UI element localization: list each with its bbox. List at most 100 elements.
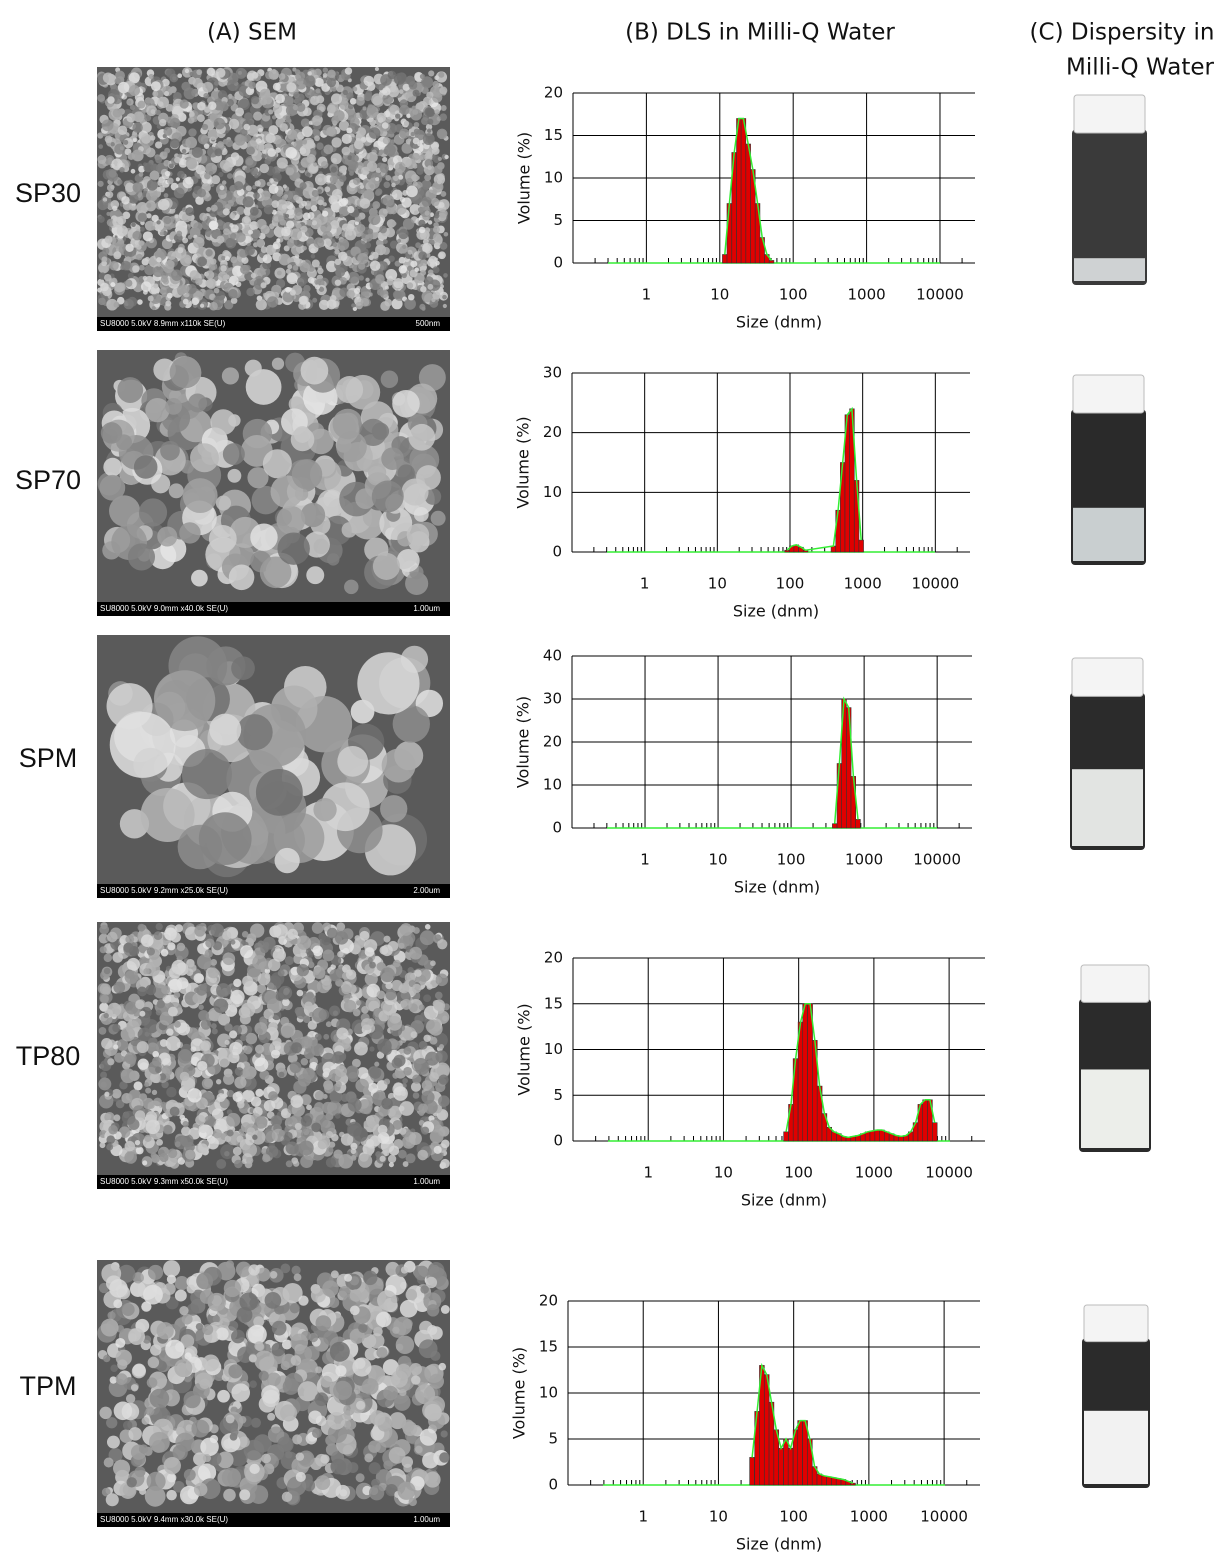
grain: [98, 298, 106, 306]
vial-liquid: [1081, 1069, 1149, 1148]
grain: [302, 139, 307, 144]
grain: [178, 1049, 192, 1063]
grain: [388, 71, 397, 80]
grain: [263, 254, 272, 263]
grain: [100, 1142, 106, 1148]
grain: [142, 1417, 150, 1425]
grain: [302, 126, 313, 137]
grain: [292, 1434, 302, 1444]
grain: [219, 101, 229, 111]
column-header: (A) SEM: [207, 20, 297, 46]
grain: [134, 455, 158, 479]
grain: [167, 293, 173, 299]
grain: [218, 271, 228, 281]
grain: [329, 969, 341, 981]
grain: [157, 1322, 174, 1339]
grain: [230, 990, 244, 1004]
grain: [290, 1061, 302, 1073]
grain: [168, 1007, 178, 1017]
grain: [360, 185, 364, 189]
grain: [401, 197, 411, 207]
grain: [149, 1432, 170, 1453]
grain: [183, 299, 189, 305]
grain: [291, 1355, 302, 1366]
grain: [426, 108, 435, 117]
grain: [241, 1003, 255, 1017]
grain: [315, 1366, 322, 1373]
grain: [279, 123, 288, 132]
grain: [396, 1364, 411, 1379]
grain: [157, 1000, 165, 1008]
grain: [249, 1464, 259, 1474]
grain: [419, 1339, 438, 1358]
grain: [299, 296, 308, 305]
grain: [261, 225, 270, 234]
grain: [260, 164, 270, 174]
grain: [208, 968, 219, 979]
grain: [175, 1141, 181, 1147]
grain: [109, 261, 118, 270]
sem-scale: 500nm: [416, 319, 441, 328]
grain: [301, 226, 308, 233]
sem-caption: SU8000 5.0kV 9.0mm x40.0k SE(U): [100, 604, 228, 613]
grain: [343, 90, 348, 95]
grain: [294, 426, 311, 443]
grain: [127, 958, 140, 971]
grain: [337, 746, 368, 777]
grain: [226, 1260, 234, 1268]
grain: [314, 135, 320, 141]
grain: [120, 146, 124, 150]
grain: [112, 206, 117, 211]
grain: [98, 144, 103, 149]
sem-scale: 1.00um: [413, 1515, 440, 1524]
grain: [427, 1325, 437, 1335]
grain: [146, 148, 156, 158]
grain: [225, 256, 230, 261]
grain: [189, 111, 195, 117]
grain: [224, 1023, 232, 1031]
grain: [387, 1269, 394, 1276]
grain: [342, 134, 352, 144]
grain: [339, 214, 343, 218]
grain: [163, 127, 172, 136]
grain: [152, 306, 156, 310]
grain: [441, 1140, 450, 1149]
grain: [174, 992, 181, 999]
grain: [269, 223, 275, 229]
grain: [353, 1009, 361, 1017]
grain: [216, 983, 230, 997]
grain: [398, 175, 403, 180]
grain: [432, 92, 442, 102]
grain: [249, 1380, 256, 1387]
grain: [320, 1376, 332, 1388]
vial-cap: [1084, 1305, 1148, 1342]
grain: [205, 249, 212, 256]
grain: [174, 1359, 192, 1377]
grain: [290, 228, 302, 240]
grain: [200, 1438, 219, 1457]
grain: [166, 1490, 177, 1501]
grain: [207, 68, 215, 76]
grain: [199, 213, 207, 221]
grain: [300, 1155, 313, 1168]
grain: [318, 200, 324, 206]
grain: [262, 1154, 270, 1162]
grain: [272, 1037, 281, 1046]
grain: [198, 1143, 208, 1153]
grain: [223, 1074, 234, 1085]
grain: [285, 956, 294, 965]
grain: [335, 280, 341, 286]
grain: [184, 1469, 196, 1481]
grain: [316, 142, 323, 149]
grain: [138, 213, 147, 222]
grain: [158, 199, 170, 211]
grain: [425, 1472, 441, 1488]
grain: [231, 1383, 250, 1402]
grain: [439, 87, 447, 95]
grain: [323, 1034, 329, 1040]
grain: [123, 299, 133, 309]
grain: [210, 923, 224, 937]
grain: [245, 167, 251, 173]
grain: [372, 481, 404, 513]
grain: [430, 960, 436, 966]
